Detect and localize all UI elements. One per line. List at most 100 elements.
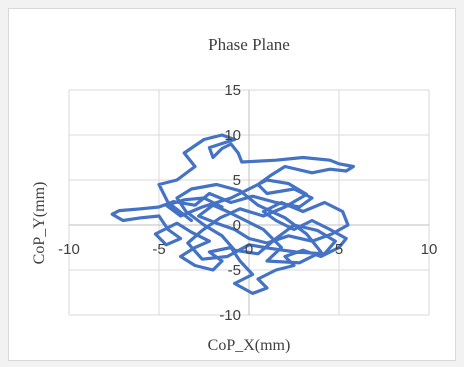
y-tick-label: 10	[224, 127, 241, 144]
data-point	[257, 253, 259, 255]
data-point	[212, 204, 214, 206]
data-point	[208, 146, 211, 149]
data-point	[257, 204, 259, 206]
data-point	[244, 219, 247, 222]
data-point	[203, 224, 205, 226]
data-point	[194, 246, 196, 249]
data-point	[329, 159, 331, 161]
data-point	[302, 156, 304, 159]
axes	[69, 90, 429, 315]
data-point	[230, 197, 232, 199]
data-point	[248, 188, 250, 190]
data-point	[331, 233, 333, 235]
data-point	[203, 197, 205, 199]
data-point	[320, 251, 322, 253]
data-point	[280, 201, 283, 204]
data-point	[201, 229, 203, 232]
data-point	[221, 235, 223, 237]
data-point	[266, 179, 268, 181]
data-point	[219, 217, 221, 219]
data-point	[208, 251, 211, 253]
data-point	[302, 210, 304, 213]
data-point	[275, 159, 277, 161]
x-tick-label: 0	[245, 241, 253, 258]
data-point	[341, 210, 344, 213]
data-point	[118, 209, 121, 212]
data-point	[345, 237, 348, 240]
data-point	[111, 213, 113, 215]
data-point	[311, 172, 313, 174]
data-point	[302, 249, 304, 251]
data-point	[352, 165, 355, 168]
data-point	[233, 138, 236, 141]
data-point	[251, 292, 254, 295]
data-point	[329, 228, 331, 231]
data-point	[239, 208, 241, 210]
data-point	[298, 262, 301, 264]
data-point	[140, 217, 142, 219]
data-point	[323, 201, 326, 204]
y-axis-title: CoP_Y(mm)	[31, 182, 48, 265]
data-point	[316, 229, 319, 232]
data-point	[248, 244, 250, 246]
data-point	[311, 240, 313, 242]
data-point	[266, 287, 268, 289]
data-point	[269, 247, 272, 250]
data-point	[208, 192, 211, 195]
data-point	[226, 210, 229, 213]
data-point	[323, 253, 326, 255]
data-point	[237, 152, 239, 154]
data-point	[284, 217, 286, 219]
chart-title: Phase Plane	[208, 35, 290, 54]
x-tick-label: -5	[152, 241, 165, 258]
data-point	[305, 193, 308, 196]
data-point	[233, 228, 236, 231]
data-point	[165, 204, 167, 206]
data-point	[305, 233, 308, 235]
data-point	[251, 273, 254, 276]
data-point	[185, 210, 187, 213]
gridlines	[68, 89, 430, 316]
data-point	[233, 249, 236, 251]
data-point	[179, 255, 182, 258]
data-point	[239, 190, 241, 192]
data-point	[284, 165, 286, 168]
data-point	[345, 170, 348, 172]
data-point	[172, 200, 175, 203]
data-point	[266, 260, 268, 262]
data-point	[262, 210, 265, 213]
data-point	[275, 201, 277, 204]
data-point	[165, 244, 167, 246]
y-tick-label: -10	[219, 307, 241, 324]
data-point	[262, 228, 265, 231]
y-tick-label: 0	[233, 217, 241, 234]
data-point	[280, 246, 283, 249]
data-point	[230, 143, 232, 145]
data-point	[230, 246, 232, 249]
data-point	[212, 269, 214, 271]
y-tick-label: 15	[224, 82, 241, 99]
data-point	[284, 255, 286, 258]
data-point	[190, 219, 193, 222]
data-point	[347, 224, 349, 226]
data-point	[269, 174, 272, 177]
data-point	[295, 251, 297, 253]
data-point	[154, 233, 157, 235]
data-point	[201, 258, 203, 261]
data-point	[293, 224, 295, 226]
data-point	[158, 215, 160, 217]
data-point	[221, 147, 223, 150]
data-point	[226, 255, 229, 258]
data-point	[208, 240, 211, 242]
data-point	[221, 260, 223, 262]
data-point	[221, 134, 223, 136]
data-point	[338, 246, 340, 249]
data-point	[329, 168, 331, 170]
data-point	[287, 235, 290, 237]
data-point	[275, 219, 277, 222]
data-point	[176, 222, 178, 224]
data-point	[275, 269, 277, 271]
y-tick-label: 5	[233, 172, 241, 189]
